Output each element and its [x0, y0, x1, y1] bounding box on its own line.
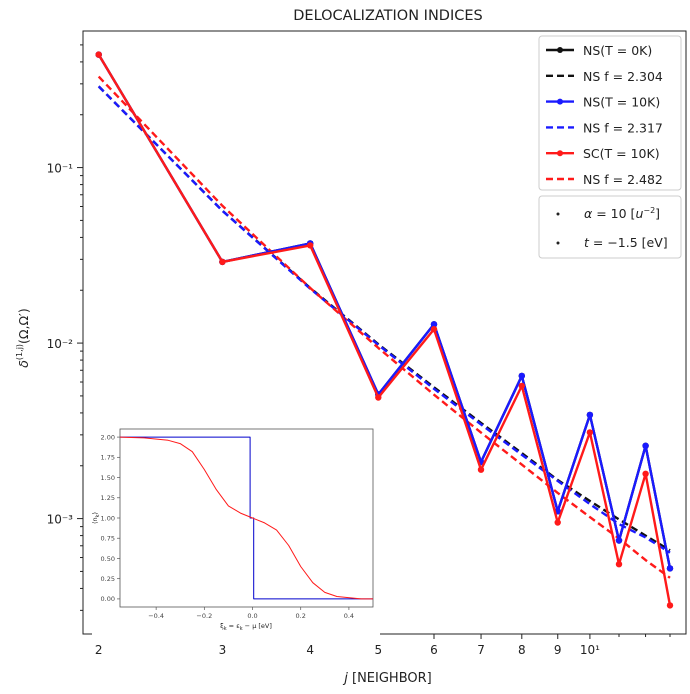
- series-4-point: [375, 394, 382, 401]
- inset-y-tick-label: 0.50: [101, 555, 115, 563]
- inset-x-tick-label: 0.0: [247, 612, 257, 620]
- inset-x-axis-label: ξk = εk − μ [eV]: [220, 622, 272, 632]
- y-tick-label: 10⁻²: [47, 337, 74, 351]
- series-4-point: [430, 326, 438, 333]
- legend-label: NS f = 2.304: [583, 69, 663, 84]
- parameter-legend: α = 10 [u−2] t = −1.5 [eV]: [538, 195, 682, 259]
- parameter-marker: [556, 241, 560, 245]
- parameter-legend-box: [538, 195, 682, 259]
- series-4-point: [554, 519, 561, 526]
- x-tick-label: 2: [95, 643, 103, 657]
- x-tick-label: 5: [375, 643, 383, 657]
- series-4-point: [307, 242, 314, 249]
- inset-y-tick-label: 1.25: [101, 494, 115, 502]
- inset-y-tick-label: 1.00: [101, 514, 115, 522]
- legend-box: [538, 35, 682, 191]
- inset-y-axis-label: ⟨nk⟩: [91, 512, 101, 524]
- parameter-alpha: α = 10 [u−2]: [584, 206, 660, 221]
- series-2-point: [518, 372, 525, 380]
- y-tick-label: 10⁻¹: [47, 162, 74, 176]
- x-axis-label: j [NEIGHBOR]: [342, 671, 431, 686]
- legend-marker: [557, 150, 563, 157]
- plot-area-frame: [82, 30, 687, 635]
- series-line-2: [97, 53, 672, 569]
- chart-title: DELOCALIZATION INDICES: [293, 8, 482, 24]
- data-lines-group: [95, 51, 674, 609]
- series-4-point: [95, 51, 102, 58]
- legend: NS(T = 0K) NS f = 2.304 NS(T = 10K) NS f = …: [538, 35, 682, 191]
- legend-marker: [557, 47, 563, 53]
- legend-label: NS f = 2.482: [583, 172, 663, 187]
- series-2-point: [430, 321, 438, 328]
- inset-y-tick-label: 1.50: [101, 474, 115, 482]
- legend-label: NS(T = 0K): [583, 43, 652, 58]
- legend-marker: [557, 98, 563, 105]
- x-axis-ticks: 2 3 4 5 6 7 8 9 10¹: [95, 634, 671, 657]
- series-2-point: [615, 537, 623, 544]
- x-tick-label: 8: [518, 643, 526, 657]
- series-4-point: [219, 258, 226, 266]
- inset-y-tick-label: 2.00: [101, 433, 115, 441]
- series-4-point: [666, 602, 674, 609]
- inset-y-tick-label: 1.75: [101, 454, 115, 462]
- x-tick-label: 6: [430, 643, 438, 657]
- inset-background: [92, 422, 380, 640]
- legend-label: NS f = 2.317: [583, 120, 663, 135]
- legend-label: SC(T = 10K): [583, 146, 660, 161]
- inset-y-tick-label: 0.75: [101, 535, 115, 543]
- legend-label: NS(T = 10K): [583, 95, 660, 110]
- x-tick-label: 3: [219, 643, 227, 657]
- x-tick-label: 9: [554, 643, 562, 657]
- series-4-point: [586, 429, 594, 436]
- inset-series-line-1: [119, 436, 373, 600]
- x-tick-label: 7: [477, 643, 485, 657]
- y-axis-ticks: 10⁻¹ 10⁻² 10⁻³: [47, 44, 83, 611]
- inset-x-tick-label: 0.2: [296, 612, 306, 620]
- series-2-point: [666, 565, 674, 572]
- inset-x-tick-label: −0.2: [196, 612, 212, 620]
- parameter-t: t = −1.5 [eV]: [584, 235, 668, 250]
- series-4-point: [642, 470, 649, 477]
- inset-chart: −0.4 −0.2 0.0 0.2 0.4 0.00 0.25 0.50 0.75 1.00 1.…: [91, 422, 380, 640]
- inset-x-tick-label: −0.4: [148, 612, 164, 620]
- x-tick-label: 10¹: [580, 643, 600, 657]
- y-axis-label: δ(1,j)(Ω,Ω′): [15, 308, 31, 367]
- inset-y-tick-label: 0.25: [101, 575, 115, 583]
- series-4-point: [615, 561, 623, 568]
- inset-y-tick-label: 0.00: [101, 595, 115, 603]
- inset-x-axis-ticks: −0.4 −0.2 0.0 0.2 0.4: [148, 607, 354, 620]
- parameter-marker: [556, 212, 560, 216]
- inset-x-tick-label: 0.4: [344, 612, 354, 620]
- series-4-point: [518, 382, 525, 390]
- x-tick-label: 4: [306, 643, 314, 657]
- y-tick-label: 10⁻³: [47, 513, 74, 527]
- series-4-point: [477, 466, 485, 473]
- series-line-4: [97, 53, 672, 606]
- inset-y-axis-ticks: 0.00 0.25 0.50 0.75 1.00 1.25 1.50 1.75 2.00: [101, 433, 120, 603]
- series-2-point: [586, 411, 594, 419]
- series-line-5: [97, 75, 671, 579]
- series-2-point: [642, 442, 649, 449]
